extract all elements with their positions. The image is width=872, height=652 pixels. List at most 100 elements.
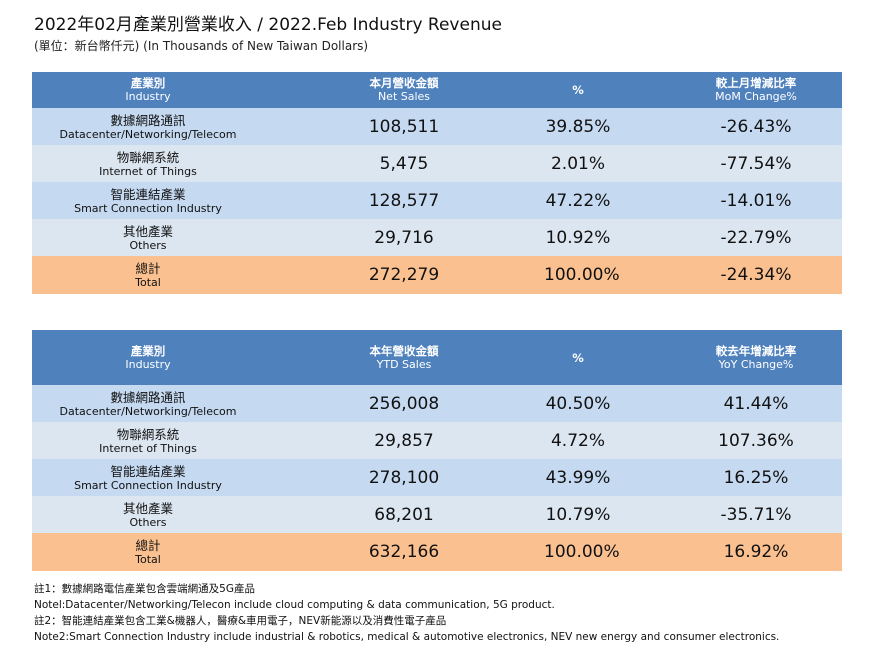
industry-cell: 數據網路通訊 Datacenter/Networking/Telecom [32,113,264,141]
sales-cell: 272,279 [368,265,440,285]
industry-zh: 數據網路通訊 [110,389,186,405]
industry-en: Others [129,515,167,529]
change-cell: -77.54% [720,153,792,174]
sales-cell: 68,201 [374,504,434,525]
change-cell: -22.79% [720,227,792,248]
percent-cell: 10.79% [545,504,611,525]
sales-cell: 278,100 [368,467,440,488]
header-industry-en: Industry [125,90,171,103]
header-change-zh: 較去年增減比率 [715,343,797,358]
page-title: 2022年02月產業別營業收入 / 2022.Feb Industry Reve… [34,15,502,35]
header-change-zh: 較上月增減比率 [715,76,797,90]
industry-zh: 其他產業 [122,500,173,516]
industry-en: Smart Connection Industry [74,201,222,215]
change-cell: 16.92% [723,542,789,562]
header-sales-en: Net Sales [377,90,431,103]
header-industry: 產業別 Industry [32,76,264,104]
header-change-en: MoM Change% [715,90,797,103]
industry-en: Smart Connection Industry [74,478,222,492]
industry-cell: 總計 Total [32,538,264,566]
percent-cell: 100.00% [544,542,620,562]
industry-zh: 總計 [135,538,161,553]
industry-en: Internet of Things [99,164,197,178]
change-cell: -26.43% [720,116,792,137]
sales-cell: 29,857 [374,430,434,451]
header-sales: 本年營收金額 YTD Sales [264,344,544,372]
change-cell: -14.01% [720,190,792,211]
header-row: 產業別 Industry 本月營收金額 Net Sales% 較上月增減比率 MoM Ch… [32,72,842,108]
header-change-en: YoY Change% [718,357,794,371]
header-percent-zh: % [572,350,584,365]
header-industry: 產業別 Industry [32,344,264,372]
industry-cell: 其他產業 Others [32,224,264,252]
header-change: 較上月增減比率 MoM Change% [612,76,842,104]
unit-subtitle: (單位：新台幣仟元) (In Thousands of New Taiwan D… [34,39,369,53]
header-industry-en: Industry [125,357,171,371]
table-row: 物聯網系統 Internet of Things 5,475 2.01% -77.… [32,145,842,182]
header-industry-zh: 產業別 [130,343,166,358]
table-row: 智能連結產業 Smart Connection Industry 128,577 … [32,182,842,219]
percent-cell: 100.00% [544,265,620,285]
footnotes: 註1：數據網路電信產業包含雲端網通及5G產品 Notel:Datacenter/… [34,581,779,645]
industry-en: Internet of Things [99,441,197,455]
table-row: 數據網路通訊 Datacenter/Networking/Telecom 256,… [32,385,842,422]
note-2-en: Note2:Smart Connection Industry include … [34,631,780,643]
industry-en: Datacenter/Networking/Telecom [59,127,237,141]
total-row: 總計 Total 272,279 100.00% -24.34% [32,256,842,294]
header-sales-zh: 本年營收金額 [369,343,439,358]
ytd-revenue-table: 產業別 Industry 本年營收金額 YTD Sales% 較去年增減比率 YoY Ch… [32,330,842,571]
percent-cell: 2.01% [550,153,605,174]
header-percent: % [544,351,612,365]
header-industry-zh: 產業別 [130,76,166,90]
change-cell: 16.25% [723,467,789,488]
industry-cell: 智能連結產業 Smart Connection Industry [32,464,264,492]
industry-cell: 物聯網系統 Internet of Things [32,150,264,178]
industry-en: Datacenter/Networking/Telecom [59,404,237,418]
industry-zh: 其他產業 [122,223,173,239]
header-sales-en: YTD Sales [376,357,432,371]
industry-en: Total [135,553,161,566]
table-row: 其他產業 Others 68,201 10.79% -35.71% [32,496,842,533]
percent-cell: 43.99% [545,467,611,488]
percent-cell: 39.85% [545,116,611,137]
percent-cell: 10.92% [545,227,611,248]
table-row: 物聯網系統 Internet of Things 29,857 4.72% 107… [32,422,842,459]
change-cell: -35.71% [720,504,792,525]
header-sales-zh: 本月營收金額 [369,76,439,90]
note-1-zh: 註1：數據網路電信產業包含雲端網通及5G產品 [34,583,255,595]
sales-cell: 632,166 [368,542,440,562]
sales-cell: 108,511 [368,116,440,137]
change-cell: 41.44% [723,393,789,414]
header-row: 產業別 Industry 本年營收金額 YTD Sales% 較去年增減比率 YoY Ch… [32,330,842,385]
sales-cell: 128,577 [368,190,440,211]
monthly-revenue-table: 產業別 Industry 本月營收金額 Net Sales% 較上月增減比率 MoM Ch… [32,72,842,294]
header-change: 較去年增減比率 YoY Change% [612,344,842,372]
percent-cell: 47.22% [545,190,611,211]
change-cell: 107.36% [718,430,794,451]
industry-cell: 物聯網系統 Internet of Things [32,427,264,455]
industry-cell: 其他產業 Others [32,501,264,529]
sales-cell: 256,008 [368,393,440,414]
header-percent-zh: % [572,83,584,97]
total-row: 總計 Total 632,166 100.00% 16.92% [32,533,842,571]
industry-zh: 數據網路通訊 [110,112,186,128]
industry-en: Total [135,276,161,289]
industry-cell: 數據網路通訊 Datacenter/Networking/Telecom [32,390,264,418]
industry-en: Others [129,238,167,252]
industry-zh: 智能連結產業 [110,186,186,202]
table-row: 其他產業 Others 29,716 10.92% -22.79% [32,219,842,256]
header-percent: % [544,83,612,97]
note-2-zh: 註2：智能連結產業包含工業&機器人，醫療&車用電子，NEV新能源以及消費性電子產… [34,615,447,627]
sales-cell: 5,475 [379,153,429,174]
industry-zh: 智能連結產業 [110,463,186,479]
industry-zh: 物聯網系統 [116,149,180,165]
percent-cell: 4.72% [550,430,605,451]
header-sales: 本月營收金額 Net Sales [264,76,544,104]
industry-cell: 智能連結產業 Smart Connection Industry [32,187,264,215]
industry-zh: 物聯網系統 [116,426,180,442]
note-1-en: Notel:Datacenter/Networking/Telecon incl… [34,599,555,611]
industry-cell: 總計 Total [32,261,264,289]
percent-cell: 40.50% [545,393,611,414]
table-row: 數據網路通訊 Datacenter/Networking/Telecom 108,… [32,108,842,145]
change-cell: -24.34% [720,265,792,285]
